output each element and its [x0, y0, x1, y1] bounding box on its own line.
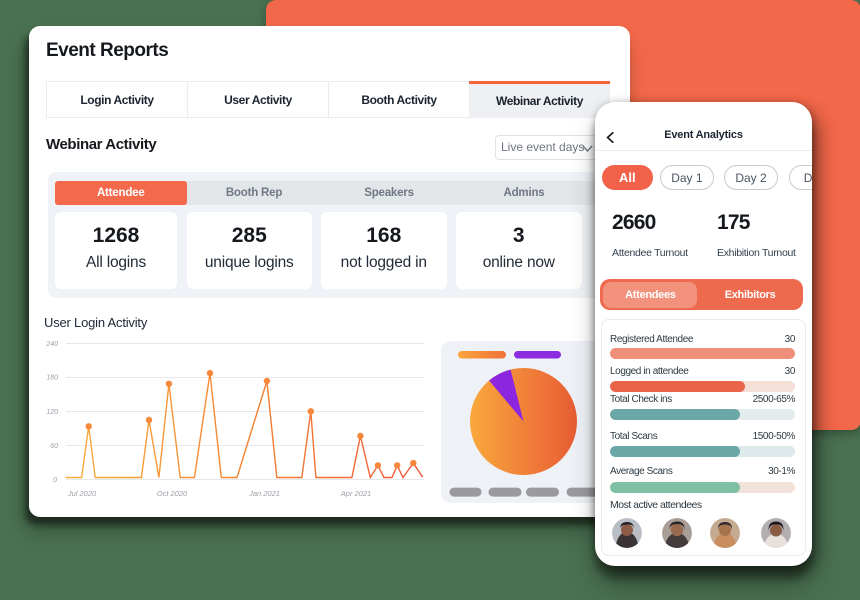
- svg-text:Oct 2020: Oct 2020: [157, 489, 188, 498]
- svg-text:120: 120: [46, 409, 58, 416]
- svg-text:240: 240: [45, 341, 58, 348]
- svg-text:Jul 2020: Jul 2020: [67, 489, 97, 498]
- svg-text:60: 60: [50, 443, 58, 450]
- svg-text:Apr 2021: Apr 2021: [340, 489, 371, 498]
- svg-text:180: 180: [46, 375, 58, 382]
- svg-text:Jan 2021: Jan 2021: [248, 489, 280, 498]
- svg-text:0: 0: [53, 477, 57, 484]
